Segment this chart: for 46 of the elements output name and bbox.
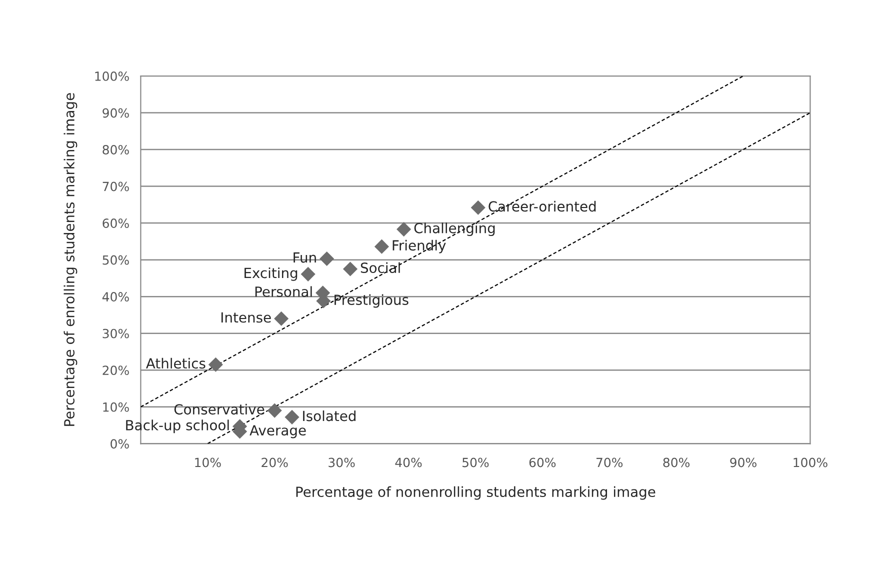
x-tick-label: 60% — [529, 458, 556, 468]
annotation: Challenging — [414, 222, 495, 236]
point — [342, 262, 358, 276]
x-tick-label: 30% — [328, 458, 355, 468]
y-tick-label: 30% — [102, 328, 129, 338]
y-tick-label: 100% — [95, 71, 129, 81]
y-tick-label: 90% — [102, 108, 129, 118]
y-tick-label: 40% — [102, 292, 129, 302]
point — [470, 200, 486, 215]
annotation: Career-oriented — [488, 200, 596, 212]
annotation: Average — [250, 425, 306, 438]
x-tick-label: 80% — [663, 458, 690, 468]
x-tick-label: 20% — [262, 458, 288, 468]
y-tick-label: 50% — [102, 255, 129, 265]
y-tick-label: 20% — [102, 366, 129, 376]
annotation: Fun — [294, 252, 316, 263]
y-tick-label: 70% — [102, 182, 129, 192]
annotation: Personal — [255, 286, 312, 297]
annotation: Conservative — [174, 404, 264, 415]
point — [274, 311, 289, 326]
x-axis-title: Percentage of nonenrolling students marking image — [296, 486, 656, 500]
annotation: Intense — [221, 312, 271, 323]
point — [267, 403, 282, 418]
y-tick-label: 0% — [110, 439, 129, 449]
x-tick-label: 50% — [462, 458, 489, 468]
annotation: Exciting — [244, 267, 298, 281]
x-tick-label: 90% — [730, 458, 756, 468]
point — [320, 251, 334, 266]
x-tick-label: 10% — [195, 458, 221, 468]
x-tick-label: 70% — [596, 458, 623, 468]
point — [374, 239, 390, 254]
point — [208, 357, 223, 372]
annotation: Isolated — [303, 410, 356, 422]
y-tick-label: 10% — [103, 402, 129, 412]
point — [284, 410, 300, 424]
point — [396, 222, 412, 237]
x-tick-label: 100% — [794, 458, 828, 468]
annotation: Prestigious — [334, 294, 408, 308]
x-tick-label: 40% — [395, 458, 422, 468]
y-tick-label: 80% — [102, 145, 129, 154]
y-axis-title: Percentage of enrolling students marking image — [64, 93, 78, 426]
y-tick-label: 60% — [102, 218, 129, 228]
annotation: Athletics — [146, 358, 206, 369]
annotation: Back-up school — [126, 420, 229, 434]
point — [300, 266, 316, 282]
annotation: Friendly — [392, 240, 446, 254]
